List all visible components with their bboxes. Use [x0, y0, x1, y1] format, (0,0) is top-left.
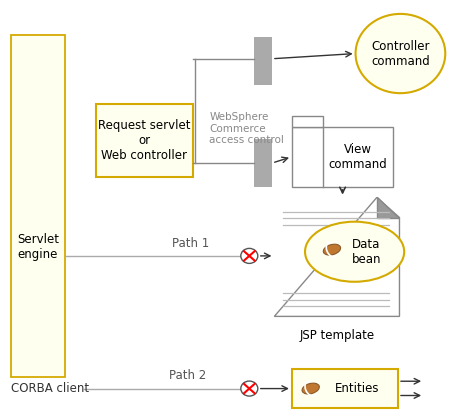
Text: CORBA client: CORBA client: [11, 382, 89, 395]
Bar: [292, 368, 398, 408]
Text: Request servlet
or
Web controller: Request servlet or Web controller: [98, 118, 190, 162]
Circle shape: [356, 14, 445, 93]
Bar: [254, 139, 272, 187]
Bar: [254, 37, 272, 85]
Circle shape: [241, 381, 258, 396]
Text: Entities: Entities: [334, 382, 379, 395]
Text: Controller
command: Controller command: [371, 39, 430, 68]
Polygon shape: [377, 197, 399, 218]
Text: Servlet
engine: Servlet engine: [17, 233, 59, 261]
Bar: [96, 104, 193, 177]
Text: Path 2: Path 2: [169, 369, 207, 382]
Text: View
command: View command: [329, 143, 387, 171]
Ellipse shape: [302, 383, 319, 394]
Bar: [292, 126, 393, 187]
Text: Path 1: Path 1: [171, 236, 209, 249]
Ellipse shape: [305, 222, 404, 282]
Bar: [11, 35, 65, 377]
Ellipse shape: [323, 244, 341, 255]
Circle shape: [241, 248, 258, 263]
Text: JSP template: JSP template: [299, 329, 374, 342]
Bar: [292, 116, 323, 126]
Text: Data
bean: Data bean: [352, 238, 381, 266]
Polygon shape: [275, 197, 399, 316]
Text: WebSphere
Commerce
access control: WebSphere Commerce access control: [209, 112, 284, 145]
